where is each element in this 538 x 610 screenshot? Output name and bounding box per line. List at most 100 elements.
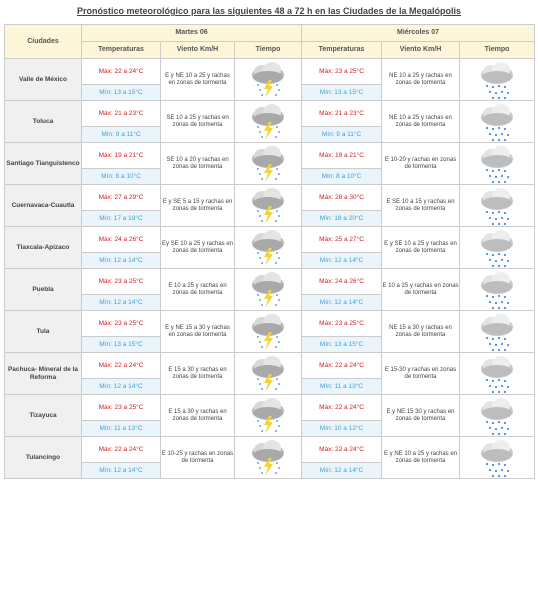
temp-header: Temperaturas — [81, 41, 161, 59]
day2-weather — [459, 226, 536, 269]
storm-cloud-icon — [235, 354, 301, 394]
storm-cloud-icon — [235, 270, 301, 310]
day2-max-temp: Máx: 23 a 25°C — [301, 310, 383, 337]
wind-header: Viento Km/H — [160, 41, 235, 59]
city-name: Tulancingo — [4, 436, 82, 479]
day1-weather — [233, 310, 303, 353]
day1-header: Martes 06 — [80, 24, 303, 42]
storm-cloud-icon — [235, 102, 301, 142]
day1-max-temp: Máx: 22 a 24°C — [81, 436, 161, 463]
rain-cloud-icon — [460, 228, 534, 268]
day2-weather — [459, 268, 536, 311]
day1-min-temp: Mín: 8 a 10°C — [81, 168, 161, 185]
day1-wind: SE 10 a 20 y rachas en zonas de tormenta — [160, 142, 235, 185]
table-row: Toluca Máx: 21 a 23°C SE 10 a 25 y rachas … — [4, 100, 536, 143]
table-row: Tula Máx: 23 a 25°C E y NE 15 a 30 y racha… — [4, 310, 536, 353]
rain-cloud-icon — [460, 102, 534, 142]
day1-weather — [233, 226, 303, 269]
day1-max-temp: Máx: 22 a 24°C — [81, 58, 161, 85]
day1-max-temp: Máx: 21 a 23°C — [81, 100, 161, 127]
day2-min-temp: Mín: 18 a 20°C — [301, 210, 383, 227]
day1-min-temp: Mín: 12 a 14°C — [81, 294, 161, 311]
day1-weather — [233, 100, 303, 143]
weather-header: Tiempo — [459, 41, 536, 59]
day1-min-temp: Mín: 13 a 15°C — [81, 336, 161, 353]
city-name: Tizayuca — [4, 394, 82, 437]
day1-min-temp: Mín: 11 a 13°C — [81, 420, 161, 437]
rain-cloud-icon — [460, 60, 534, 100]
day2-weather — [459, 100, 536, 143]
day1-min-temp: Mín: 12 a 14°C — [81, 462, 161, 479]
day2-wind: NE 15 a 30 y rachas en zonas de tormenta — [381, 310, 461, 353]
day1-max-temp: Máx: 23 a 25°C — [81, 310, 161, 337]
day2-min-temp: Mín: 12 a 14°C — [301, 252, 383, 269]
day2-max-temp: Máx: 22 a 24°C — [301, 436, 383, 463]
day2-max-temp: Máx: 21 a 23°C — [301, 100, 383, 127]
day2-max-temp: Máx: 28 a 30°C — [301, 184, 383, 211]
city-name: Valle de México — [4, 58, 82, 101]
day1-wind: E 10-25 y rachas en zonas de tormenta — [160, 436, 235, 479]
city-name: Tlaxcala-Apizaco — [4, 226, 82, 269]
day1-min-temp: Mín: 13 a 15°C — [81, 84, 161, 101]
day1-min-temp: Mín: 9 a 11°C — [81, 126, 161, 143]
city-name: Pachuca- Mineral de la Reforma — [4, 352, 82, 395]
table-row: Puebla Máx: 23 a 25°C E 10 a 25 y rachas e… — [4, 268, 536, 311]
table-row: Mín: 12 a 14°C Mín: 12 a 14°C — [5, 252, 535, 269]
storm-cloud-icon — [235, 438, 301, 478]
table-row: Tizayuca Máx: 23 a 25°C E 15 a 30 y rachas… — [4, 394, 536, 437]
wind-header: Viento Km/H — [381, 41, 461, 59]
temp-header: Temperaturas — [301, 41, 383, 59]
day1-weather — [233, 142, 303, 185]
day2-max-temp: Máx: 19 a 21°C — [301, 142, 383, 169]
day1-wind: E y NE 10 a 25 y rachas en zonas de torm… — [160, 58, 235, 101]
day2-min-temp: Mín: 13 a 15°C — [301, 336, 383, 353]
day1-min-temp: Mín: 12 a 14°C — [81, 378, 161, 395]
table-row: Valle de México Máx: 22 a 24°C E y NE 10 a… — [4, 58, 536, 101]
rain-cloud-icon — [460, 312, 534, 352]
storm-cloud-icon — [235, 228, 301, 268]
storm-cloud-icon — [235, 186, 301, 226]
day1-weather — [233, 268, 303, 311]
day2-max-temp: Máx: 25 a 27°C — [301, 226, 383, 253]
day2-wind: E SE 10 a 15 y rachas en zonas de tormen… — [381, 184, 461, 227]
day1-max-temp: Máx: 23 a 25°C — [81, 268, 161, 295]
day2-wind: NE 10 a 25 y rachas en zonas de tormenta — [381, 100, 461, 143]
table-row: Santiago Tianguistenco Máx: 19 a 21°C SE 1… — [4, 142, 536, 185]
day1-wind: E 15 a 30 y rachas en zonas de tormenta — [160, 352, 235, 395]
day1-weather — [233, 394, 303, 437]
day2-min-temp: Mín: 10 a 12°C — [301, 420, 383, 437]
day1-wind: Ey SE 10 a 25 y rachas en zonas de torme… — [160, 226, 235, 269]
day2-wind: E 10 a 25 y rachas en zonas de tormenta — [381, 268, 461, 311]
day1-max-temp: Máx: 24 a 26°C — [81, 226, 161, 253]
city-name: Santiago Tianguistenco — [4, 142, 82, 185]
day2-wind: NE 10 a 25 y rachas en zonas de tormenta — [381, 58, 461, 101]
table-row: Cuernavaca-Cuautla Máx: 27 a 29°C E y SE 5… — [4, 184, 536, 227]
day1-min-temp: Mín: 17 a 19°C — [81, 210, 161, 227]
day2-wind: E y SE 10 a 25 y rachas en zonas de torm… — [381, 226, 461, 269]
day2-min-temp: Mín: 11 a 13°C — [301, 378, 383, 395]
city-name: Cuernavaca-Cuautla — [4, 184, 82, 227]
rain-cloud-icon — [460, 354, 534, 394]
day1-wind: E 10 a 25 y rachas en zonas de tormenta — [160, 268, 235, 311]
day1-wind: E y SE 5 a 15 y rachas en zonas de torme… — [160, 184, 235, 227]
day2-max-temp: Máx: 22 a 24°C — [301, 352, 383, 379]
day2-min-temp: Mín: 9 a 11°C — [301, 126, 383, 143]
day1-weather — [233, 184, 303, 227]
table-row: Mín: 13 a 15°C Mín: 13 a 15°C — [5, 336, 535, 353]
table-row: Tulancingo Máx: 22 a 24°C E 10-25 y rachas… — [4, 436, 536, 479]
day1-min-temp: Mín: 12 a 14°C — [81, 252, 161, 269]
day2-header: Miércoles 07 — [301, 24, 536, 42]
table-row: Pachuca- Mineral de la Reforma Máx: 22 a … — [4, 352, 536, 395]
day1-max-temp: Máx: 27 a 29°C — [81, 184, 161, 211]
rain-cloud-icon — [460, 270, 534, 310]
table-row: Mín: 12 a 14°C Mín: 12 a 14°C — [5, 462, 535, 479]
city-name: Puebla — [4, 268, 82, 311]
storm-cloud-icon — [235, 60, 301, 100]
day2-weather — [459, 184, 536, 227]
table-row: Mín: 12 a 14°C Mín: 11 a 13°C — [5, 378, 535, 395]
storm-cloud-icon — [235, 396, 301, 436]
table-row: Mín: 9 a 11°C Mín: 9 a 11°C — [5, 126, 535, 143]
weather-header: Tiempo — [233, 41, 303, 59]
day1-weather — [233, 436, 303, 479]
day2-max-temp: Máx: 22 a 24°C — [301, 394, 383, 421]
